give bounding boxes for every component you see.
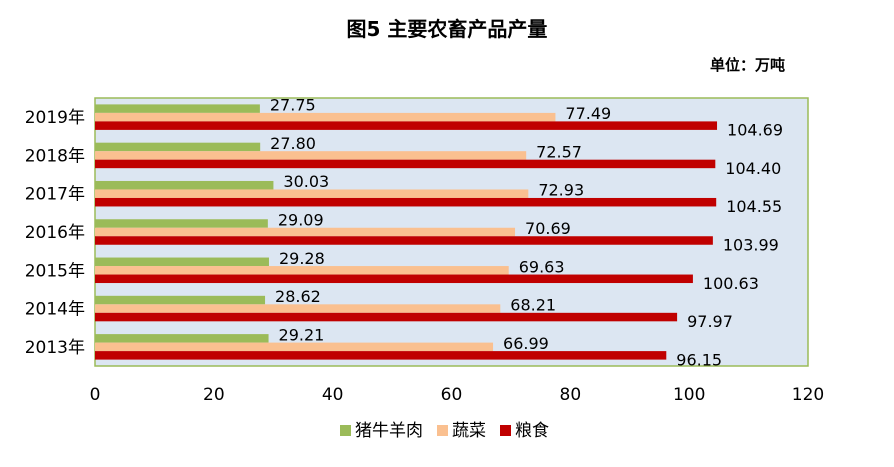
bars-layer: 27.75 77.49 104.69 27.80 72.57 104.40 30.03 72.…: [95, 96, 783, 369]
data-label: 28.62: [275, 287, 321, 306]
bar-1: [95, 342, 494, 352]
data-label: 29.09: [278, 211, 324, 230]
x-tick-label: 80: [560, 385, 582, 405]
bar-1: [95, 112, 556, 122]
data-label: 70.69: [525, 219, 571, 238]
data-label: 66.99: [503, 334, 549, 353]
x-tick-label: 20: [203, 385, 225, 405]
bar-1: [95, 304, 501, 313]
x-tick-label: 100: [673, 385, 705, 405]
data-label: 104.40: [725, 159, 781, 178]
data-label: 104.55: [726, 197, 782, 216]
x-tick-label: 120: [792, 385, 824, 405]
data-label: 96.15: [676, 350, 722, 369]
x-tick-label: 60: [441, 385, 463, 405]
bar-2: [95, 236, 713, 245]
data-label: 100.63: [703, 274, 759, 293]
legend-swatch: [340, 425, 351, 436]
data-label: 69.63: [519, 257, 565, 276]
data-label: 72.93: [538, 181, 584, 200]
legend-label: 蔬菜: [452, 421, 486, 441]
data-label: 27.75: [270, 96, 316, 115]
data-label: 30.03: [283, 172, 329, 191]
bar-1: [95, 227, 516, 237]
bar-2: [95, 197, 717, 207]
data-label: 104.69: [727, 121, 783, 140]
bar-2: [95, 351, 667, 360]
bar-0: [95, 180, 274, 190]
legend-label: 粮食: [515, 421, 549, 441]
unit-label: 单位：万吨: [710, 56, 785, 74]
bar-0: [95, 219, 268, 228]
category-label: 2014年: [25, 300, 85, 320]
data-label: 72.57: [536, 142, 582, 161]
category-label: 2013年: [25, 338, 85, 358]
x-tick-label: 0: [90, 385, 101, 405]
data-label: 77.49: [565, 104, 611, 123]
bar-2: [95, 274, 693, 284]
category-label: 2018年: [25, 146, 85, 166]
legend: 猪牛羊肉 蔬菜 粮食: [340, 421, 549, 441]
bar-0: [95, 104, 260, 113]
data-label: 27.80: [270, 134, 316, 153]
category-labels: 2019年 2018年 2017年 2016年 2015年 2014年 2013年: [25, 108, 85, 358]
bar-1: [95, 151, 527, 160]
category-label: 2016年: [25, 223, 85, 243]
bar-0: [95, 142, 261, 152]
category-label: 2015年: [25, 261, 85, 281]
category-label: 2019年: [25, 108, 85, 128]
bar-1: [95, 266, 509, 275]
legend-swatch: [500, 425, 511, 436]
data-label: 29.21: [279, 325, 325, 344]
bar-2: [95, 121, 718, 130]
data-label: 68.21: [510, 296, 556, 315]
chart-title: 图5 主要农畜产品产量: [347, 17, 548, 41]
category-label: 2017年: [25, 185, 85, 205]
bar-0: [95, 334, 269, 343]
bar-2: [95, 159, 716, 169]
x-tick-label: 40: [322, 385, 344, 405]
data-label: 103.99: [723, 236, 779, 255]
data-label: 29.28: [279, 249, 325, 268]
bar-1: [95, 189, 529, 198]
legend-label: 猪牛羊肉: [355, 421, 423, 441]
legend-swatch: [437, 425, 448, 436]
data-label: 97.97: [687, 312, 733, 331]
bar-0: [95, 257, 269, 267]
x-axis-ticks: 0 20 40 60 80 100 120: [90, 385, 825, 405]
bar-2: [95, 312, 678, 322]
bar-0: [95, 295, 266, 305]
